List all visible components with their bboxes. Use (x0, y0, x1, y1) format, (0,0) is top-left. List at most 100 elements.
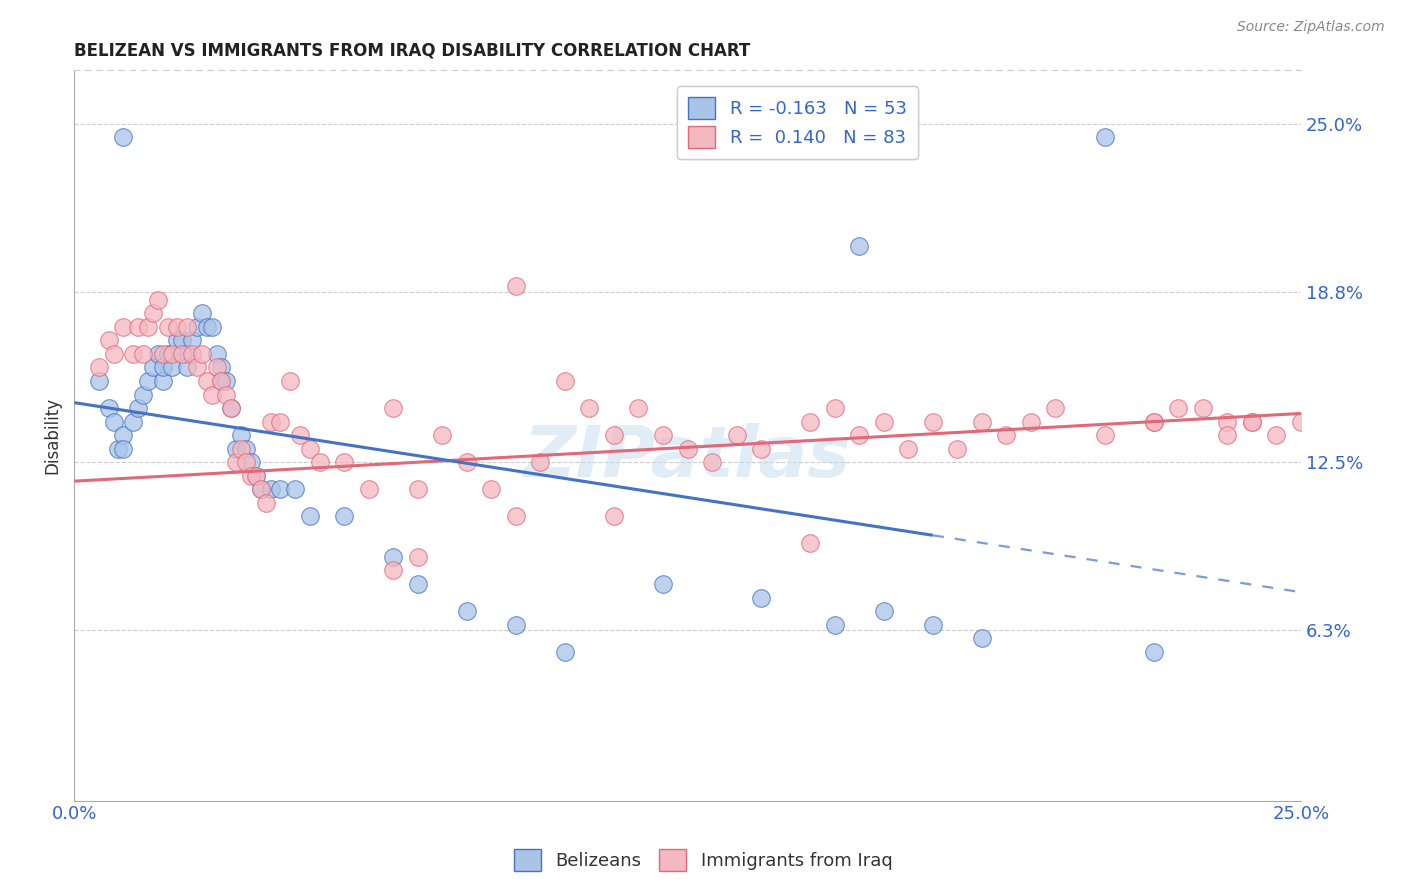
Point (298, 442, 321, 456)
Point (848, 428, 870, 442)
Point (229, 428, 252, 442)
Point (172, 334, 194, 348)
Point (201, 387, 224, 401)
Point (284, 483, 307, 497)
Point (357, 483, 380, 497)
Point (749, 442, 772, 456)
Point (156, 347, 179, 361)
Point (382, 401, 405, 415)
Point (259, 483, 281, 497)
Point (406, 483, 429, 497)
Point (152, 347, 174, 361)
Point (146, 347, 169, 361)
Point (873, 604, 896, 618)
Point (195, 374, 218, 388)
Point (201, 319, 224, 334)
Point (946, 442, 969, 456)
Point (166, 319, 188, 334)
Point (136, 374, 159, 388)
Point (235, 442, 257, 456)
Point (1142, 415, 1164, 429)
Point (1289, 415, 1312, 429)
Point (554, 645, 576, 659)
Point (479, 483, 502, 497)
Point (162, 360, 184, 375)
Point (873, 415, 896, 429)
Point (103, 347, 125, 361)
Point (554, 374, 576, 388)
Point (166, 334, 188, 348)
Point (921, 617, 943, 632)
Point (132, 347, 155, 361)
Point (995, 428, 1018, 442)
Point (215, 374, 238, 388)
Point (848, 238, 870, 252)
Point (225, 442, 247, 456)
Point (132, 387, 155, 401)
Point (142, 360, 165, 375)
Point (211, 374, 233, 388)
Point (749, 591, 772, 605)
Point (107, 442, 129, 456)
Point (146, 293, 169, 307)
Point (103, 415, 125, 429)
Point (1191, 401, 1213, 415)
Point (97, 334, 120, 348)
Point (172, 347, 194, 361)
Point (897, 442, 920, 456)
Point (112, 130, 135, 145)
Point (181, 334, 204, 348)
Point (225, 455, 247, 469)
Point (215, 387, 238, 401)
Point (1142, 415, 1164, 429)
Point (229, 442, 252, 456)
Point (970, 631, 993, 645)
Point (333, 455, 356, 469)
Point (505, 617, 527, 632)
Point (1265, 428, 1288, 442)
Point (245, 468, 267, 483)
Point (603, 509, 626, 524)
Point (122, 415, 145, 429)
Point (122, 347, 145, 361)
Point (221, 401, 243, 415)
Text: Source: ZipAtlas.com: Source: ZipAtlas.com (1237, 20, 1385, 34)
Point (186, 360, 208, 375)
Point (181, 347, 204, 361)
Point (725, 428, 748, 442)
Point (652, 428, 675, 442)
Point (254, 496, 277, 510)
Point (382, 564, 405, 578)
Text: ZIPatlas: ZIPatlas (524, 423, 851, 491)
Point (127, 401, 149, 415)
Point (1019, 415, 1042, 429)
Point (603, 428, 626, 442)
Point (333, 509, 356, 524)
Point (406, 577, 429, 591)
Point (191, 306, 214, 320)
Point (456, 455, 478, 469)
Point (269, 483, 291, 497)
Point (211, 360, 233, 375)
Legend: R = -0.163   N = 53, R =  0.140   N = 83: R = -0.163 N = 53, R = 0.140 N = 83 (678, 86, 918, 159)
Point (156, 319, 179, 334)
Point (432, 428, 454, 442)
Point (186, 319, 208, 334)
Point (1045, 401, 1067, 415)
Point (1216, 415, 1239, 429)
Point (87, 374, 110, 388)
Point (824, 617, 846, 632)
Legend: Belizeans, Immigrants from Iraq: Belizeans, Immigrants from Iraq (506, 842, 900, 879)
Point (239, 455, 262, 469)
Point (211, 374, 233, 388)
Point (87, 360, 110, 375)
Point (235, 455, 257, 469)
Point (676, 442, 699, 456)
Point (1240, 415, 1263, 429)
Point (152, 374, 174, 388)
Point (578, 401, 600, 415)
Point (269, 415, 291, 429)
Point (456, 604, 478, 618)
Point (824, 401, 846, 415)
Point (245, 468, 267, 483)
